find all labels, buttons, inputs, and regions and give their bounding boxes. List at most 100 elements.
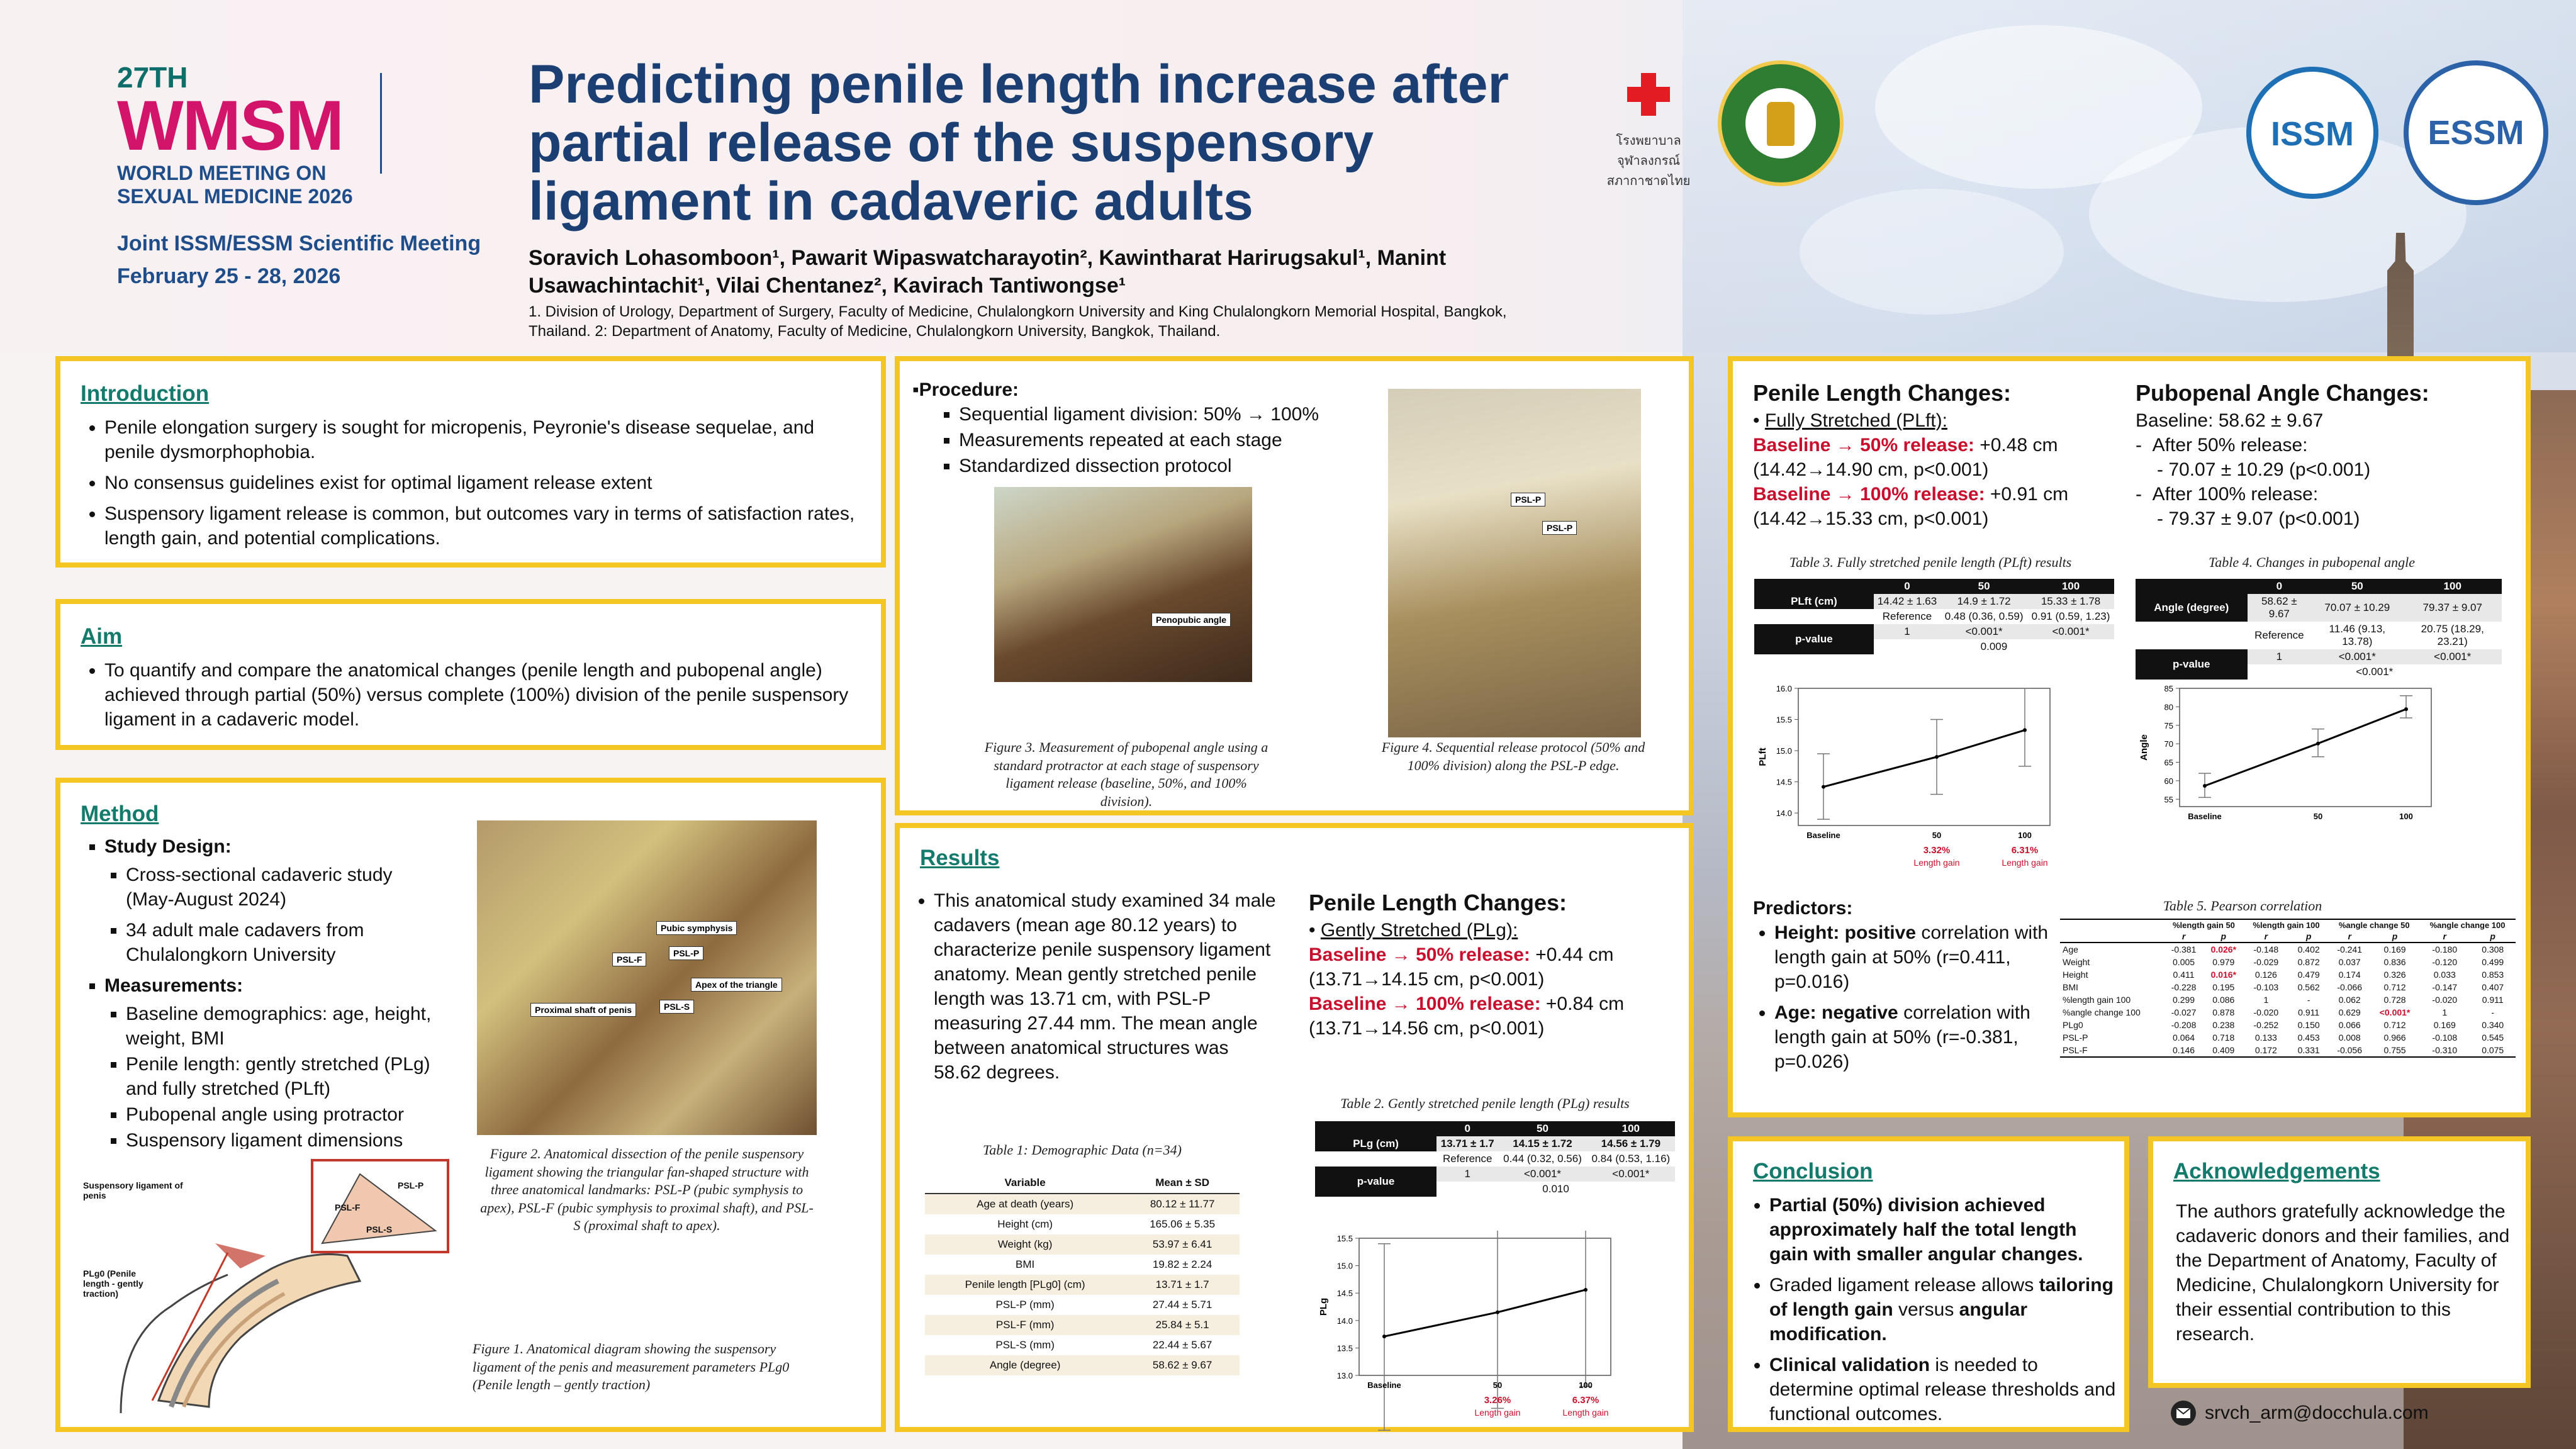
- plft-50: Baseline → 50% release: +0.48 cm: [1753, 434, 2058, 456]
- table-1-cell: 13.71 ± 1.7: [1125, 1275, 1240, 1295]
- table-5-row: %angle change 100 -0.027 0.878 -0.020 0.911 0…: [2060, 1006, 2516, 1019]
- table-5-cell: PLg0: [2063, 1020, 2083, 1030]
- table-5-cell: 0.064: [2173, 1032, 2195, 1043]
- wmsm-logo: 27TH WMSM WORLD MEETING ON SEXUAL MEDICI…: [117, 60, 353, 208]
- table-1-cell: PSL-P (mm): [995, 1299, 1055, 1311]
- length-gain-label: Length gain: [1474, 1407, 1520, 1418]
- x-tick-label: 50: [1493, 1380, 1502, 1390]
- table-5-row: Weight 0.005 0.979 -0.029 0.872 0.037 0.836 -0.…: [2060, 956, 2516, 968]
- table-5-sub: p: [2392, 931, 2398, 941]
- table-5-cell: 0.331: [2297, 1045, 2320, 1055]
- data-point: [2023, 728, 2027, 732]
- table-5-cell: 0.340: [2482, 1020, 2504, 1030]
- table-5-cell: -0.056: [2337, 1045, 2363, 1055]
- table-5-cell: 0.016*: [2210, 970, 2237, 980]
- fig3-label-penopubic-angle: Penopubic angle: [1151, 613, 1231, 627]
- table-5-cell: 0.169: [2383, 944, 2406, 954]
- figure-3-caption: Figure 3. Measurement of pubopenal angle…: [984, 739, 1268, 809]
- fig4-label-psl-p: PSL-P: [1542, 521, 1577, 535]
- table-5-cell: 0.712: [2383, 982, 2406, 992]
- table-4-header: [2136, 579, 2248, 594]
- red-cross-text-2: สภากาชาดไทย: [1606, 174, 1691, 188]
- table-5-cell: Height: [2063, 970, 2088, 980]
- plot-frame: [1798, 688, 2051, 826]
- table-5-cell: 0.133: [2254, 1032, 2277, 1043]
- essm-logo: ESSM: [2404, 60, 2548, 205]
- plft-chart: 16.0 15.5 15.0 14.5 14.0 PLft Baseline 50 100 3.3…: [1757, 684, 2051, 868]
- measurement-item: Penile length: gently stretched (PLg) an…: [126, 1052, 435, 1101]
- table-2-cell: Reference: [1436, 1151, 1499, 1166]
- table-3-cell: Reference: [1873, 609, 1941, 624]
- contact-email-link[interactable]: srvch_arm@docchula.com: [2205, 1402, 2429, 1423]
- figure-4-release-photo: PSL-P PSL-P: [1388, 389, 1641, 737]
- table-4-row-head: Angle (degree): [2136, 594, 2248, 622]
- study-design-label: Study Design: Cross-sectional cadaveric …: [104, 834, 435, 967]
- table-1-cell: 19.82 ± 2.24: [1152, 1258, 1212, 1270]
- table-5-cell: 0.872: [2297, 957, 2320, 967]
- table-5-cell: 0.037: [2338, 957, 2361, 967]
- plft-subtitle: • Fully Stretched (PLft):: [1753, 410, 1947, 431]
- intro-item: Suspensory ligament release is common, b…: [104, 501, 863, 551]
- y-tick-label: 15.5: [1337, 1234, 1353, 1243]
- length-angle-panel: Penile Length Changes: • Fully Stretched…: [1728, 356, 2531, 1117]
- logo-word: WMSM: [117, 86, 344, 165]
- affiliations: 1. Division of Urology, Department of Su…: [529, 303, 1507, 340]
- table-5-cell: 0.008: [2338, 1032, 2361, 1043]
- table-2-row-head: p-value: [1315, 1166, 1437, 1197]
- table-2-cell: 14.56 ± 1.79: [1586, 1136, 1675, 1151]
- table-5-cell: 1: [2263, 995, 2269, 1005]
- table-5-cell: 0.086: [2212, 995, 2235, 1005]
- length-gain-label: Length gain: [1562, 1407, 1608, 1418]
- table-5-cell: -0.208: [2171, 1020, 2197, 1030]
- table-2-cell: 13.71 ± 1.7: [1436, 1136, 1499, 1151]
- length-gain-value: 3.32%: [1924, 845, 1951, 856]
- table-1-cell: 58.62 ± 9.67: [1125, 1355, 1240, 1375]
- table-5-cell: 0.326: [2383, 970, 2406, 980]
- x-tick-label: Baseline: [1367, 1380, 1401, 1390]
- data-point: [2404, 707, 2408, 712]
- conclusion-list: Partial (50%) division achieved approxim…: [1748, 1193, 2119, 1433]
- conclusion-heading: Conclusion: [1753, 1159, 1873, 1183]
- results-heading: Results: [920, 846, 1000, 870]
- table-4-cell: <0.001*: [2403, 649, 2502, 664]
- plg-50: Baseline → 50% release: +0.44 cm: [1309, 944, 1614, 965]
- series-line: [2204, 708, 2407, 787]
- table-5-cell: 0.308: [2482, 944, 2504, 954]
- fig1-label-ligament: Suspensory ligament of penis: [83, 1180, 183, 1200]
- table-5-cell: -0.252: [2253, 1020, 2279, 1030]
- table-5-cell: -0.027: [2171, 1007, 2197, 1017]
- cloud-decoration: [1875, 25, 2202, 189]
- plft-changes: Penile Length Changes: • Fully Stretched…: [1753, 379, 2131, 531]
- table-3-row-head: PLft (cm): [1754, 594, 1874, 609]
- table-1-cell: PSL-S (mm): [995, 1339, 1055, 1351]
- table-5-group: %length gain 50: [2172, 920, 2235, 930]
- table-3-header: 100: [2027, 579, 2114, 594]
- method-panel: Method Study Design: Cross-sectional cad…: [55, 778, 886, 1432]
- data-point: [1496, 1310, 1499, 1314]
- length-gain-label: Length gain: [2002, 858, 2047, 868]
- table-5-caption: Table 5. Pearson correlation: [2163, 898, 2322, 914]
- table-5-cell: 0.836: [2383, 957, 2406, 967]
- table-1-header: Variable: [925, 1173, 1126, 1194]
- angle-baseline: Baseline: 58.62 ± 9.67: [2136, 410, 2324, 431]
- table-4-angle: 0 50 100 Angle (degree) 58.62 ± 9.67 70.07 ±…: [2136, 579, 2502, 680]
- table-5-cell: 0.033: [2433, 970, 2456, 980]
- table-1-demographics: Variable Mean ± SD Age at death (years) 80…: [925, 1173, 1240, 1375]
- table-5-cell: 0.075: [2482, 1045, 2504, 1055]
- table-5-cell: -0.020: [2253, 1007, 2279, 1017]
- aim-list: To quantify and compare the anatomical c…: [83, 658, 863, 738]
- conclusion-item: Partial (50%) division achieved approxim…: [1769, 1193, 2119, 1267]
- results-summary: This anatomical study examined 34 male c…: [912, 888, 1277, 1091]
- data-point: [2316, 741, 2320, 746]
- table-5-cell: 0.479: [2297, 970, 2320, 980]
- table-4-cell: <0.001*: [2311, 649, 2404, 664]
- y-tick-label: 75: [2164, 721, 2173, 730]
- data-point: [1935, 755, 1939, 759]
- study-design-item: Cross-sectional cadaveric study (May-Aug…: [126, 863, 435, 912]
- intro-item: Penile elongation surgery is sought for …: [104, 415, 863, 464]
- study-design-item: 34 adult male cadavers from Chulalongkor…: [126, 918, 435, 967]
- procedure-label: ▪Procedure:: [912, 379, 1019, 400]
- x-tick-label: Baseline: [2188, 812, 2221, 821]
- issm-text: ISSM: [2270, 115, 2355, 153]
- table-5-cell: -0.120: [2432, 957, 2458, 967]
